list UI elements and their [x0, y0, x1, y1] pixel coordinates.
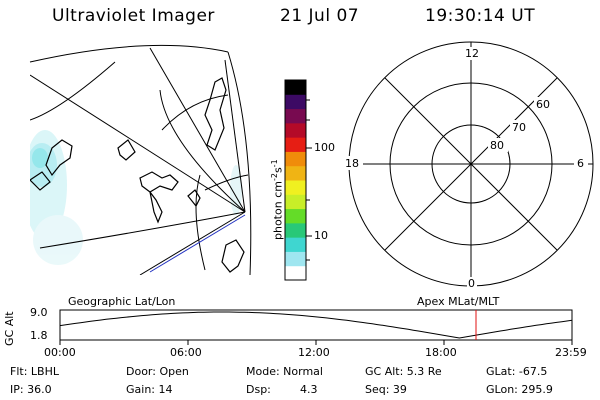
- door-info: Door: Open: [126, 365, 189, 378]
- geographic-label: Geographic Lat/Lon: [68, 295, 176, 308]
- colorbar-segment: [285, 80, 306, 95]
- colorbar-segment: [285, 222, 306, 238]
- colorbar-segment: [285, 194, 306, 210]
- glon-info: GLon: 295.9: [486, 383, 553, 396]
- mode-info: Mode: Normal: [246, 365, 323, 378]
- colorbar-segment: [285, 151, 306, 167]
- time-tick-2359: 23:59: [555, 346, 587, 359]
- colorbar-segment: [285, 94, 306, 110]
- date-label: 21 Jul 07: [280, 6, 360, 26]
- colorbar-segment: [285, 122, 306, 138]
- orbit-altitude-curve: [59, 311, 573, 339]
- colorbar-segment: [285, 208, 306, 224]
- lat-label-60: 60: [536, 98, 550, 111]
- altitude-plot-frame: [59, 309, 573, 341]
- colorbar-unit-label: photon cm-2s-1: [270, 159, 285, 240]
- altitude-x-ticks: [59, 340, 573, 345]
- glat-info: GLat: -67.5: [486, 365, 548, 378]
- geographic-map: [30, 47, 249, 275]
- dsp-label: Dsp:: [246, 383, 271, 396]
- map-boundary: [29, 44, 252, 276]
- time-tick-1800: 18:00: [425, 346, 457, 359]
- colorbar-unit-s: s: [271, 167, 285, 174]
- ip-info: IP: 36.0: [10, 383, 52, 396]
- colorbar-tick-100: 100: [314, 141, 335, 154]
- time-tick-0000: 00:00: [44, 346, 76, 359]
- lat-label-70: 70: [512, 121, 526, 134]
- colorbar-segment: [285, 165, 306, 181]
- colorbar-segment: [285, 137, 306, 152]
- mlt-label-6: 6: [577, 157, 584, 170]
- gc-alt-info: GC Alt: 5.3 Re: [365, 365, 442, 378]
- time-tick-0600: 06:00: [170, 346, 202, 359]
- terminator-line: [149, 214, 246, 273]
- map-grid: [30, 47, 249, 275]
- colorbar-ticks: [306, 99, 312, 261]
- gain-info: Gain: 14: [126, 383, 173, 396]
- coastlines: [30, 77, 245, 273]
- colorbar-segment: [285, 251, 306, 267]
- polar-label-backgrounds: [343, 47, 588, 290]
- instrument-title: Ultraviolet Imager: [52, 6, 215, 26]
- lat-label-80: 80: [490, 139, 504, 152]
- polar-plot: [348, 41, 594, 287]
- colorbar-unit-text: photon cm: [271, 181, 285, 240]
- dsp-value: 4.3: [300, 383, 318, 396]
- colorbar-unit-exp1: -2: [270, 173, 279, 182]
- time-label: 19:30:14 UT: [425, 6, 536, 26]
- colorbar-segment: [285, 180, 306, 195]
- mlt-label-18: 18: [345, 157, 359, 170]
- seq-info: Seq: 39: [365, 383, 407, 396]
- time-tick-1200: 12:00: [298, 346, 330, 359]
- colorbar-frame: [284, 79, 307, 281]
- mlt-label-0: 0: [468, 277, 475, 290]
- colorbar-segment: [285, 265, 306, 281]
- colorbar-segment: [285, 237, 306, 252]
- uv-emission-region: [30, 130, 242, 265]
- colorbar-segment: [285, 108, 306, 124]
- alt-tick-1-8: 1.8: [30, 329, 48, 342]
- mlt-label-12: 12: [465, 47, 479, 60]
- apex-label: Apex MLat/MLT: [417, 295, 500, 308]
- filter-info: Flt: LBHL: [10, 365, 59, 378]
- colorbar: [285, 80, 306, 281]
- alt-tick-9: 9.0: [30, 306, 48, 319]
- colorbar-unit-exp2: -1: [270, 159, 279, 168]
- gc-alt-axis-label: GC Alt: [3, 311, 16, 346]
- colorbar-tick-10: 10: [314, 229, 328, 242]
